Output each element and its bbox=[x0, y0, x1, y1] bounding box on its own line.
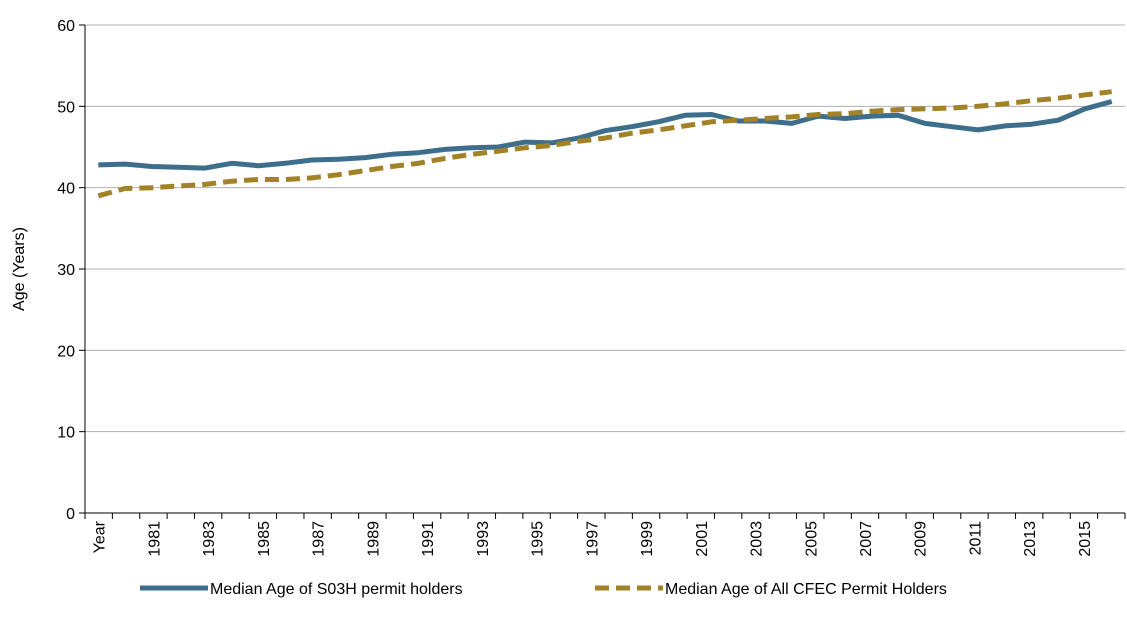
x-tick-label: 2015 bbox=[1077, 521, 1094, 557]
gridlines bbox=[85, 24, 1125, 433]
x-tick-label: 1983 bbox=[201, 521, 218, 557]
y-tick-label: 60 bbox=[57, 18, 75, 35]
y-tick-label: 0 bbox=[66, 506, 75, 523]
x-axis-ticks: Year 1981 1983 1985 1987 1989 1991 1993 1995 1997… bbox=[84, 513, 1126, 557]
y-tick-label: 40 bbox=[57, 181, 75, 198]
x-tick-label: 2009 bbox=[913, 521, 930, 557]
legend-label-1: Median Age of S03H permit holders bbox=[210, 581, 463, 598]
x-tick-label: 2007 bbox=[858, 521, 875, 557]
legend: Median Age of S03H permit holders Median … bbox=[140, 581, 947, 598]
x-tick-label: 1995 bbox=[530, 521, 547, 557]
x-tick-label: 1999 bbox=[639, 521, 656, 557]
x-tick-label: 1981 bbox=[146, 521, 163, 557]
y-axis-title: Age (Years) bbox=[11, 227, 28, 311]
series-line-2 bbox=[97, 89, 1112, 199]
x-tick-label: 1989 bbox=[365, 521, 382, 557]
y-tick-label: 10 bbox=[57, 425, 75, 442]
x-tick-label: 1987 bbox=[311, 521, 328, 557]
y-tick-label: 30 bbox=[57, 262, 75, 279]
y-tick-label: 20 bbox=[57, 343, 75, 360]
x-tick-label: 1991 bbox=[420, 521, 437, 557]
y-tick-label: 50 bbox=[57, 99, 75, 116]
x-tick-label: 2003 bbox=[749, 521, 766, 557]
x-tick-label: 2001 bbox=[694, 521, 711, 557]
legend-label-2: Median Age of All CFEC Permit Holders bbox=[665, 581, 947, 598]
x-tick-label: 1985 bbox=[256, 521, 273, 557]
x-tick-label: 2005 bbox=[803, 521, 820, 557]
series-layer bbox=[97, 89, 1113, 199]
series-line-1 bbox=[98, 99, 1113, 171]
x-tick-label: 2013 bbox=[1022, 521, 1039, 557]
x-tick-label: 1997 bbox=[584, 521, 601, 557]
y-axis-ticks: 0 10 20 30 40 50 60 bbox=[57, 18, 85, 523]
x-tick-label: Year bbox=[92, 520, 109, 553]
x-tick-label: 1993 bbox=[475, 521, 492, 557]
x-tick-label: 2011 bbox=[967, 521, 984, 556]
